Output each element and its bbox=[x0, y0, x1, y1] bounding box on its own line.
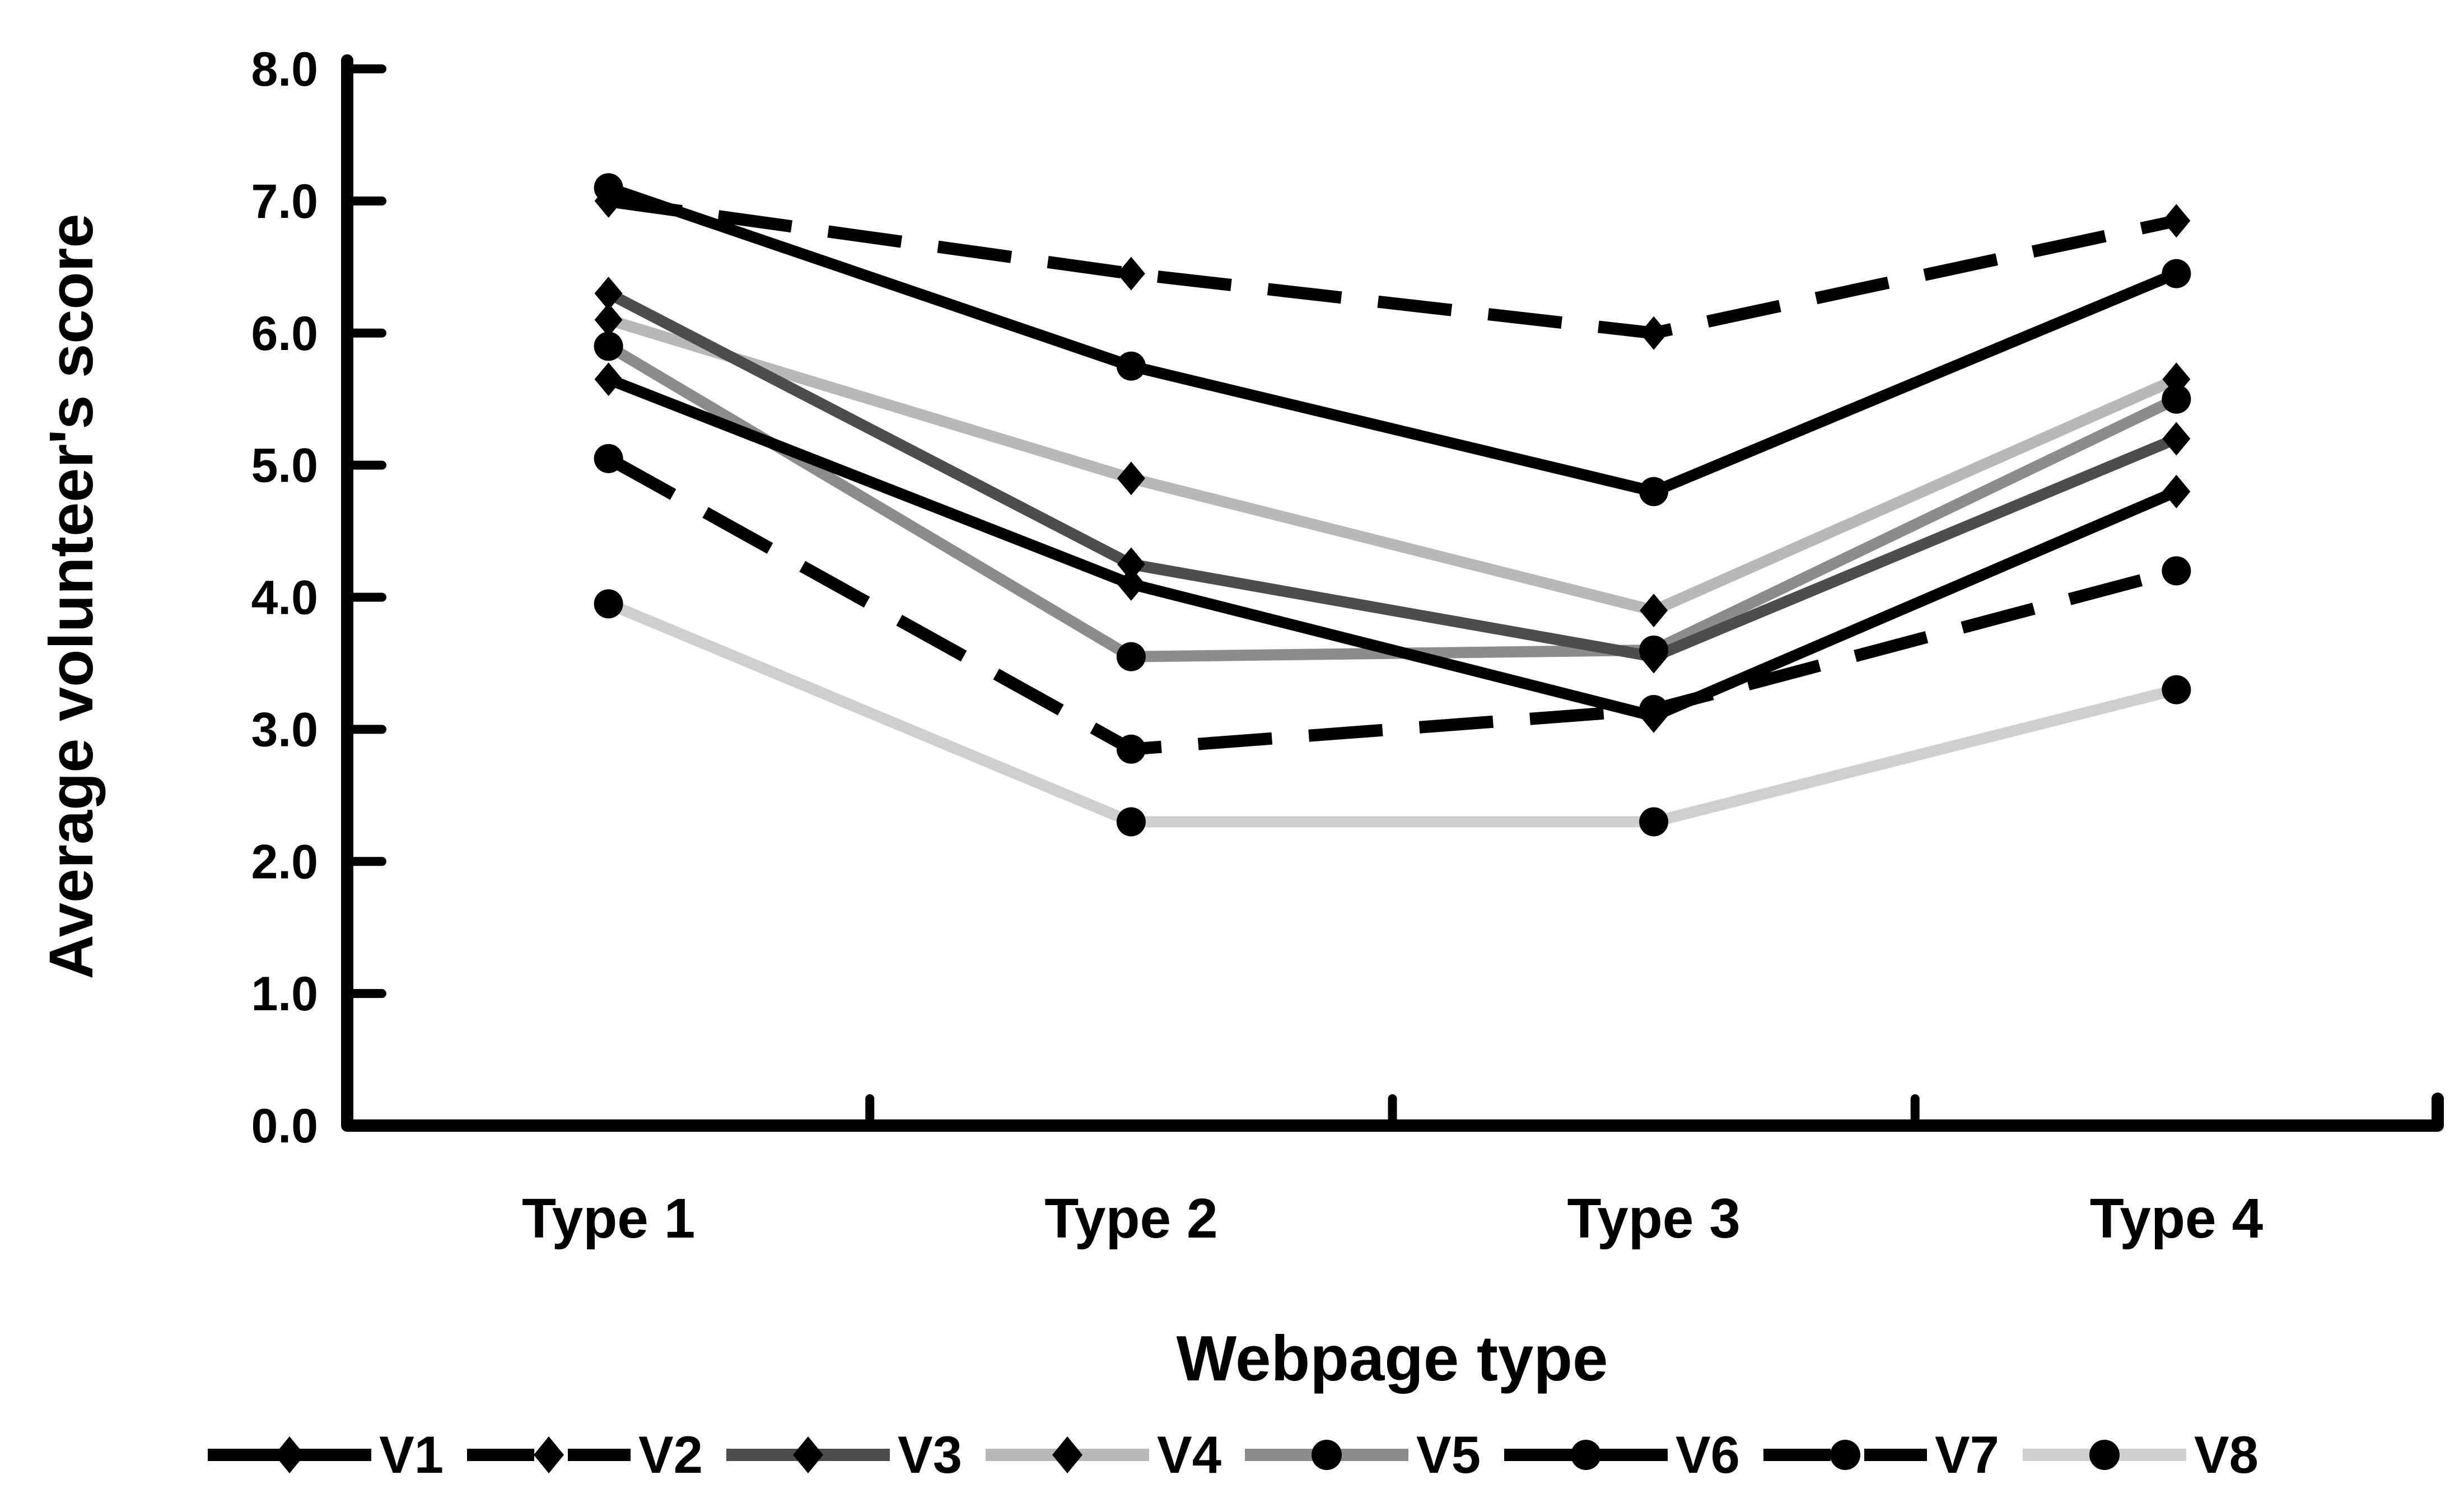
series-V5-marker-3 bbox=[2162, 384, 2191, 414]
series-V5-marker-1 bbox=[1116, 642, 1146, 671]
y-tick-label: 6.0 bbox=[251, 307, 318, 361]
legend-item-V8: V8 bbox=[2020, 1424, 2258, 1486]
y-tick-label: 8.0 bbox=[251, 43, 318, 96]
series-V2-marker-1 bbox=[1117, 256, 1145, 291]
legend-sample-V5 bbox=[1245, 1440, 1408, 1470]
legend-marker-V2 bbox=[534, 1436, 564, 1473]
series-markers bbox=[594, 173, 2191, 837]
legend-item-V7: V7 bbox=[1761, 1424, 1999, 1486]
legend-item-V4: V4 bbox=[983, 1424, 1221, 1486]
series-V3-line bbox=[606, 288, 2179, 663]
legend-label-V4: V4 bbox=[1157, 1425, 1221, 1484]
legend-label-V7: V7 bbox=[1934, 1425, 1999, 1484]
series-V6-line bbox=[606, 182, 2179, 498]
legend-marker-V8 bbox=[2089, 1440, 2120, 1470]
series-lines bbox=[605, 182, 2179, 828]
legend-label-V1: V1 bbox=[379, 1425, 444, 1484]
y-tick-label: 1.0 bbox=[251, 967, 318, 1021]
y-tick-label: 3.0 bbox=[251, 703, 318, 757]
series-V8-marker-1 bbox=[1116, 807, 1146, 837]
series-V8-marker-0 bbox=[594, 589, 623, 619]
series-V1-line bbox=[606, 374, 2179, 722]
series-V6-marker-2 bbox=[1639, 477, 1669, 506]
legend-item-V3: V3 bbox=[724, 1424, 962, 1486]
legend-sample-V2 bbox=[467, 1436, 631, 1473]
series-V4-marker-0 bbox=[594, 303, 623, 337]
y-axis-title: Average volunteer's score bbox=[37, 213, 106, 979]
legend-item-V5: V5 bbox=[1243, 1424, 1481, 1486]
series-V4-marker-2 bbox=[1640, 594, 1668, 628]
series-V4-line bbox=[606, 314, 2179, 617]
legend-item-V2: V2 bbox=[465, 1424, 703, 1486]
y-tick-label: 2.0 bbox=[251, 835, 318, 889]
y-tick-label: 0.0 bbox=[251, 1099, 318, 1153]
x-tick-label: Type 4 bbox=[2090, 1187, 2264, 1250]
series-V6-marker-0 bbox=[594, 173, 623, 203]
series-V7-line bbox=[605, 453, 2178, 755]
y-tick-label: 4.0 bbox=[251, 571, 318, 625]
legend-sample-V3 bbox=[726, 1436, 890, 1473]
series-V8-marker-2 bbox=[1639, 807, 1669, 837]
legend-sample-V6 bbox=[1504, 1440, 1668, 1470]
legend-label-V6: V6 bbox=[1675, 1425, 1740, 1484]
series-V2-marker-2 bbox=[1640, 316, 1668, 350]
series-V3-marker-0 bbox=[594, 276, 623, 310]
legend-item-V1: V1 bbox=[206, 1424, 444, 1486]
series-V8-line bbox=[606, 599, 2178, 828]
legend-marker-V4 bbox=[1052, 1436, 1083, 1473]
series-V4-marker-1 bbox=[1117, 461, 1145, 496]
x-tick-label: Type 2 bbox=[1044, 1187, 1217, 1250]
legend-label-V3: V3 bbox=[898, 1425, 963, 1484]
legend-item-V6: V6 bbox=[1502, 1424, 1740, 1486]
legend-marker-V3 bbox=[793, 1436, 824, 1473]
series-V1-marker-0 bbox=[594, 362, 623, 396]
x-tick-label: Type 1 bbox=[522, 1187, 695, 1250]
y-tick-label: 5.0 bbox=[251, 439, 318, 493]
series-V2-marker-3 bbox=[2162, 204, 2191, 238]
axis-line bbox=[341, 54, 2444, 1132]
legend: V1 V2 V3 V4 V5 V6 V7 V8 bbox=[0, 1416, 2464, 1494]
series-V7-marker-0 bbox=[594, 444, 623, 473]
y-axis-tick-labels: 0.0 1.0 2.0 3.0 4.0 5.0 6.0 7.0 8.0 bbox=[251, 43, 318, 1153]
legend-sample-V7 bbox=[1763, 1440, 1927, 1470]
series-V3-marker-2 bbox=[1640, 640, 1668, 674]
legend-marker-V7 bbox=[1830, 1440, 1860, 1470]
x-axis-tick-labels: Type 1 Type 2 Type 3 Type 4 bbox=[522, 1187, 2264, 1250]
series-V7-marker-3 bbox=[2162, 556, 2191, 586]
x-tick-label: Type 3 bbox=[1567, 1187, 1740, 1250]
series-V7-marker-1 bbox=[1116, 734, 1146, 764]
series-V5-marker-0 bbox=[594, 332, 623, 361]
series-V1-marker-1 bbox=[1117, 567, 1145, 601]
series-V8-marker-3 bbox=[2162, 675, 2191, 704]
series-V2-line bbox=[608, 194, 2178, 339]
series-V6-marker-3 bbox=[2162, 259, 2191, 288]
series-V6-marker-1 bbox=[1116, 351, 1146, 381]
legend-marker-V5 bbox=[1312, 1440, 1342, 1470]
legend-sample-V4 bbox=[986, 1436, 1150, 1473]
legend-label-V2: V2 bbox=[638, 1425, 703, 1484]
series-V3-marker-3 bbox=[2162, 422, 2191, 456]
y-tick-label: 7.0 bbox=[251, 175, 318, 228]
legend-sample-V8 bbox=[2022, 1440, 2186, 1470]
legend-sample-V1 bbox=[208, 1436, 372, 1473]
series-V7-marker-2 bbox=[1639, 694, 1669, 724]
series-V3-marker-1 bbox=[1117, 547, 1145, 581]
legend-marker-V6 bbox=[1570, 1440, 1601, 1470]
series-V1-marker-3 bbox=[2162, 474, 2191, 508]
legend-marker-V1 bbox=[274, 1436, 305, 1473]
axes bbox=[341, 54, 2444, 1132]
legend-label-V5: V5 bbox=[1416, 1425, 1481, 1484]
legend-label-V8: V8 bbox=[2194, 1425, 2258, 1484]
x-axis-title: Webpage type bbox=[1177, 1323, 1608, 1394]
